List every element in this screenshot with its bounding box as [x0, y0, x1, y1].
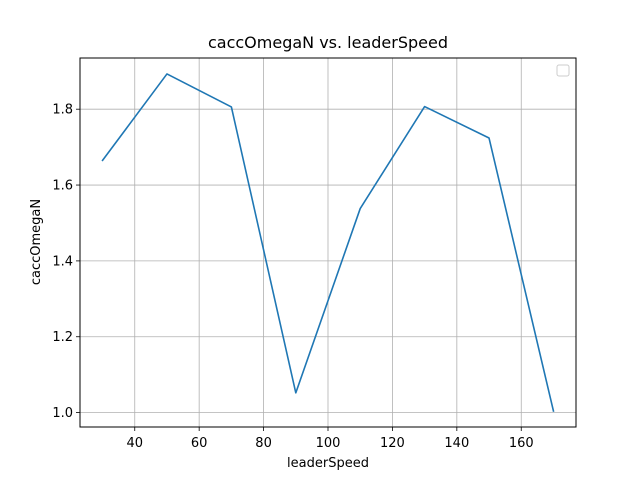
- series-line: [101, 73, 555, 413]
- x-tick-label: 40: [126, 436, 143, 451]
- y-axis-label: caccOmegaN: [29, 199, 44, 285]
- series-layer: [101, 73, 555, 413]
- x-tick-label: 120: [380, 436, 405, 451]
- grid-lines: [80, 58, 576, 427]
- y-tick-label: 1.2: [52, 330, 73, 345]
- x-tick-label: 100: [316, 436, 341, 451]
- x-tick-label: 160: [509, 436, 534, 451]
- legend-box: [556, 64, 570, 77]
- tick-layer: 40 60 80 100 120 140 160 1.0 1.2 1.4 1.6 1.8: [52, 103, 533, 451]
- x-tick-label: 140: [444, 436, 469, 451]
- y-tick-label: 1.0: [52, 406, 73, 421]
- x-tick-label: 80: [255, 436, 272, 451]
- chart-title: caccOmegaN vs. leaderSpeed: [208, 33, 448, 52]
- y-tick-label: 1.6: [52, 179, 73, 194]
- x-axis-label: leaderSpeed: [287, 456, 369, 471]
- y-tick-label: 1.4: [52, 254, 73, 269]
- y-tick-label: 1.8: [52, 103, 73, 118]
- x-tick-label: 60: [191, 436, 208, 451]
